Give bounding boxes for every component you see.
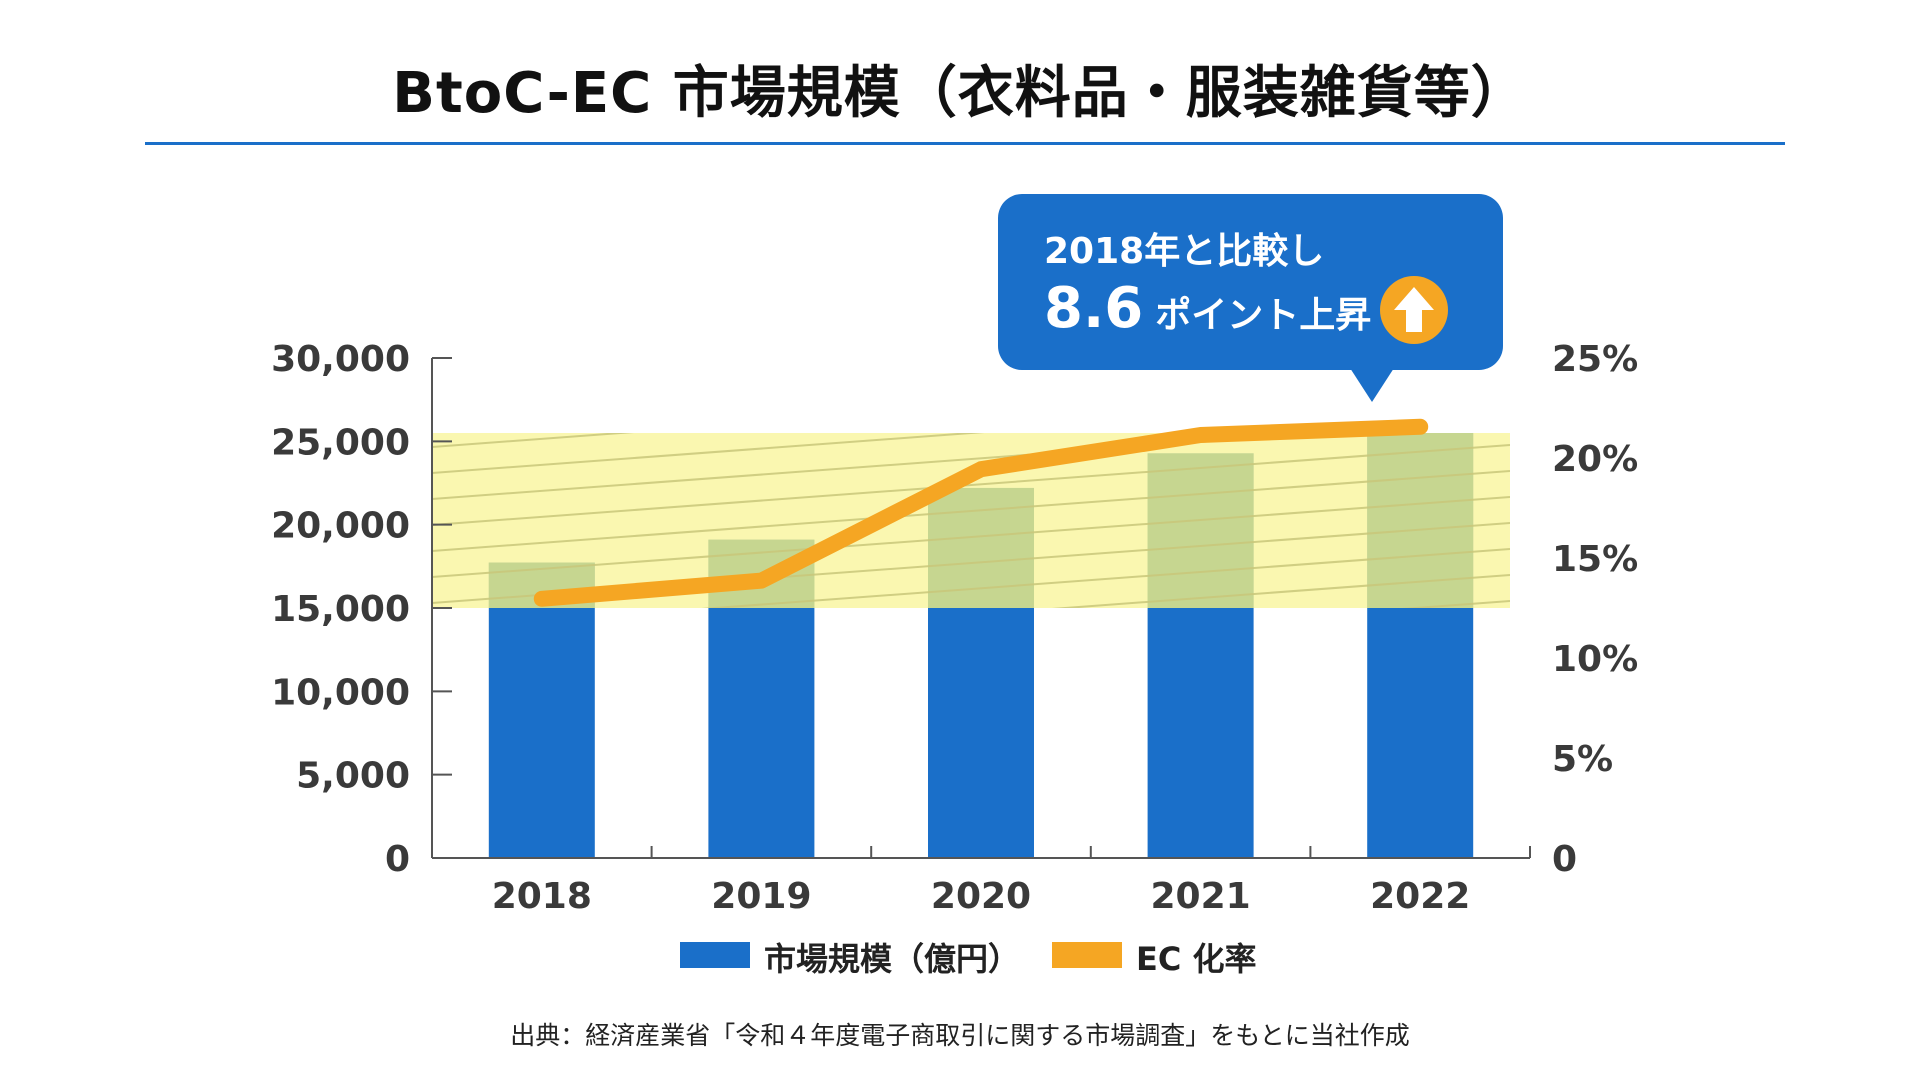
y-right-tick-label: 15% <box>1552 539 1638 580</box>
hatch-line <box>432 470 1510 552</box>
y-left-tick-label: 20,000 <box>271 506 410 547</box>
callout-value: 8.6 <box>1044 276 1144 341</box>
y-right-tick-label: 5% <box>1552 739 1613 780</box>
callout-highlight: 8.6 ポイント上昇 <box>1044 276 1371 341</box>
y-right-tick-label: 0 <box>1552 839 1577 880</box>
y-right-tick-label: 20% <box>1552 439 1638 480</box>
hatch-line <box>1051 574 1510 608</box>
hatch-line <box>432 496 1510 578</box>
callout-text: 2018年と比較し <box>1044 231 1325 272</box>
x-tick-label: 2022 <box>1370 876 1470 917</box>
hatch-line <box>432 433 985 474</box>
hatch-line <box>432 433 635 448</box>
callout-pointer <box>1350 368 1394 402</box>
y-right-tick-label: 25% <box>1552 339 1638 380</box>
title-divider <box>145 142 1785 145</box>
y-left-tick-label: 25,000 <box>271 422 410 463</box>
legend-swatch-market-size <box>680 942 750 968</box>
y-left-tick-label: 0 <box>385 839 410 880</box>
legend-swatch-ec-rate <box>1052 942 1122 968</box>
legend-label-market-size: 市場規模（億円） <box>764 940 1021 978</box>
up-arrow-icon <box>1380 276 1448 344</box>
y-left-tick-label: 30,000 <box>271 339 410 380</box>
x-tick-label: 2020 <box>931 876 1031 917</box>
y-left-tick-label: 15,000 <box>271 589 410 630</box>
y-left-tick-label: 5,000 <box>296 756 410 797</box>
x-tick-label: 2019 <box>711 876 811 917</box>
hatch-line <box>432 433 1335 500</box>
legend-label-ec-rate: EC 化率 <box>1136 940 1257 978</box>
y-right-tick-label: 10% <box>1552 639 1638 680</box>
callout: 2018年と比較し 8.6 ポイント上昇 <box>998 194 1503 370</box>
x-tick-label: 2018 <box>492 876 592 917</box>
highlight-band <box>432 433 1510 608</box>
source-note: 出典：経済産業省「令和４年度電子商取引に関する市場調査」をもとに当社作成 <box>510 1021 1410 1050</box>
ec-rate-line <box>533 418 1429 607</box>
hatch-line <box>432 444 1510 526</box>
y-left-tick-label: 10,000 <box>271 672 410 713</box>
page-title: BtoC-EC 市場規模（衣料品・服装雑貨等） <box>392 61 1528 126</box>
legend: 市場規模（億円） EC 化率 <box>0 934 1920 978</box>
x-tick-label: 2021 <box>1150 876 1250 917</box>
callout-suffix: ポイント上昇 <box>1155 295 1372 336</box>
hatch-line <box>701 548 1510 608</box>
bar-2018 <box>488 562 595 858</box>
